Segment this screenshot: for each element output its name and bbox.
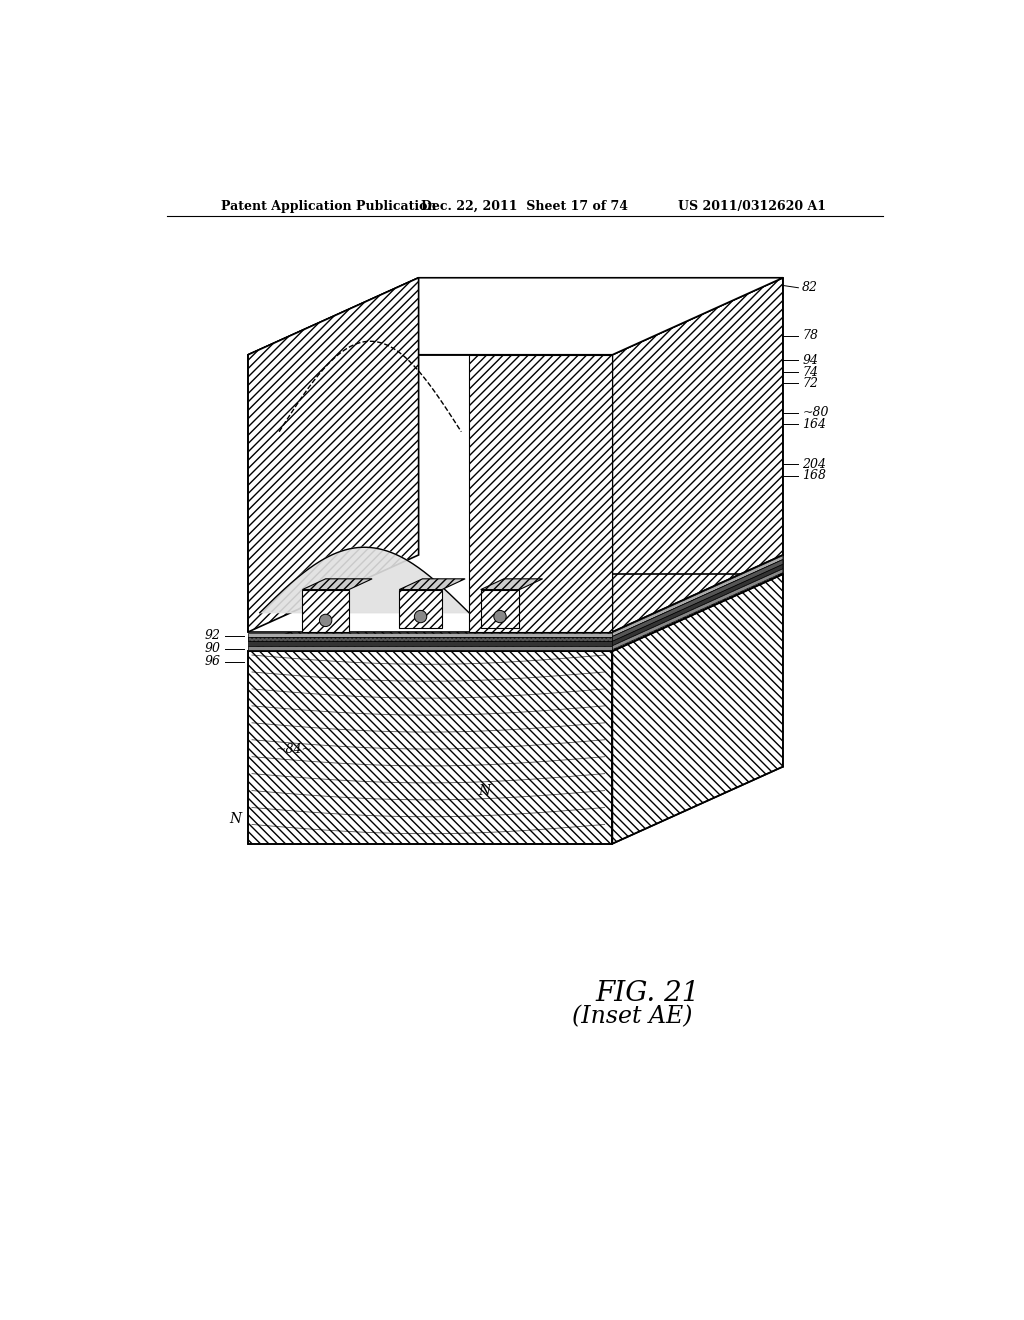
Polygon shape [248, 277, 783, 355]
Polygon shape [248, 355, 612, 632]
Polygon shape [612, 556, 783, 636]
Text: Patent Application Publication: Patent Application Publication [221, 199, 436, 213]
Text: 204: 204 [802, 458, 826, 471]
Text: ~94: ~94 [356, 552, 383, 565]
Text: 92: 92 [205, 630, 221, 643]
Polygon shape [248, 645, 612, 649]
Polygon shape [248, 636, 612, 642]
Text: (Inset AE): (Inset AE) [571, 1006, 692, 1028]
Circle shape [494, 610, 506, 623]
Polygon shape [480, 579, 543, 590]
Polygon shape [248, 277, 419, 632]
Polygon shape [612, 560, 783, 642]
Text: FIG. 21: FIG. 21 [595, 981, 699, 1007]
Polygon shape [612, 574, 783, 843]
Polygon shape [612, 569, 783, 649]
Polygon shape [612, 560, 783, 642]
Polygon shape [248, 574, 783, 651]
Text: N: N [478, 784, 490, 799]
Text: 96: 96 [205, 656, 221, 668]
Text: 94: 94 [802, 354, 818, 367]
Polygon shape [480, 590, 519, 628]
Circle shape [415, 610, 427, 623]
Polygon shape [248, 636, 612, 642]
Polygon shape [612, 564, 783, 645]
Polygon shape [248, 632, 612, 636]
Polygon shape [248, 642, 612, 645]
Circle shape [319, 614, 332, 627]
Polygon shape [469, 355, 612, 632]
Text: Dec. 22, 2011  Sheet 17 of 74: Dec. 22, 2011 Sheet 17 of 74 [421, 199, 629, 213]
Text: 82: 82 [802, 281, 818, 294]
Text: N: N [229, 812, 241, 826]
Text: 78: 78 [802, 329, 818, 342]
Polygon shape [302, 579, 372, 590]
Text: 74: 74 [802, 366, 818, 379]
Polygon shape [612, 277, 783, 632]
Polygon shape [260, 548, 469, 612]
Text: 168: 168 [802, 469, 826, 482]
Text: ~84~: ~84~ [276, 743, 313, 756]
Text: 90: 90 [205, 643, 221, 656]
Polygon shape [302, 590, 349, 632]
Text: US 2011/0312620 A1: US 2011/0312620 A1 [678, 199, 825, 213]
Polygon shape [399, 590, 442, 628]
Polygon shape [248, 651, 612, 843]
Text: 72: 72 [802, 376, 818, 389]
Text: ~54~: ~54~ [350, 491, 387, 504]
Text: 164: 164 [802, 417, 826, 430]
Text: 122: 122 [391, 438, 416, 451]
Polygon shape [399, 579, 465, 590]
Text: ~80: ~80 [802, 407, 828, 418]
